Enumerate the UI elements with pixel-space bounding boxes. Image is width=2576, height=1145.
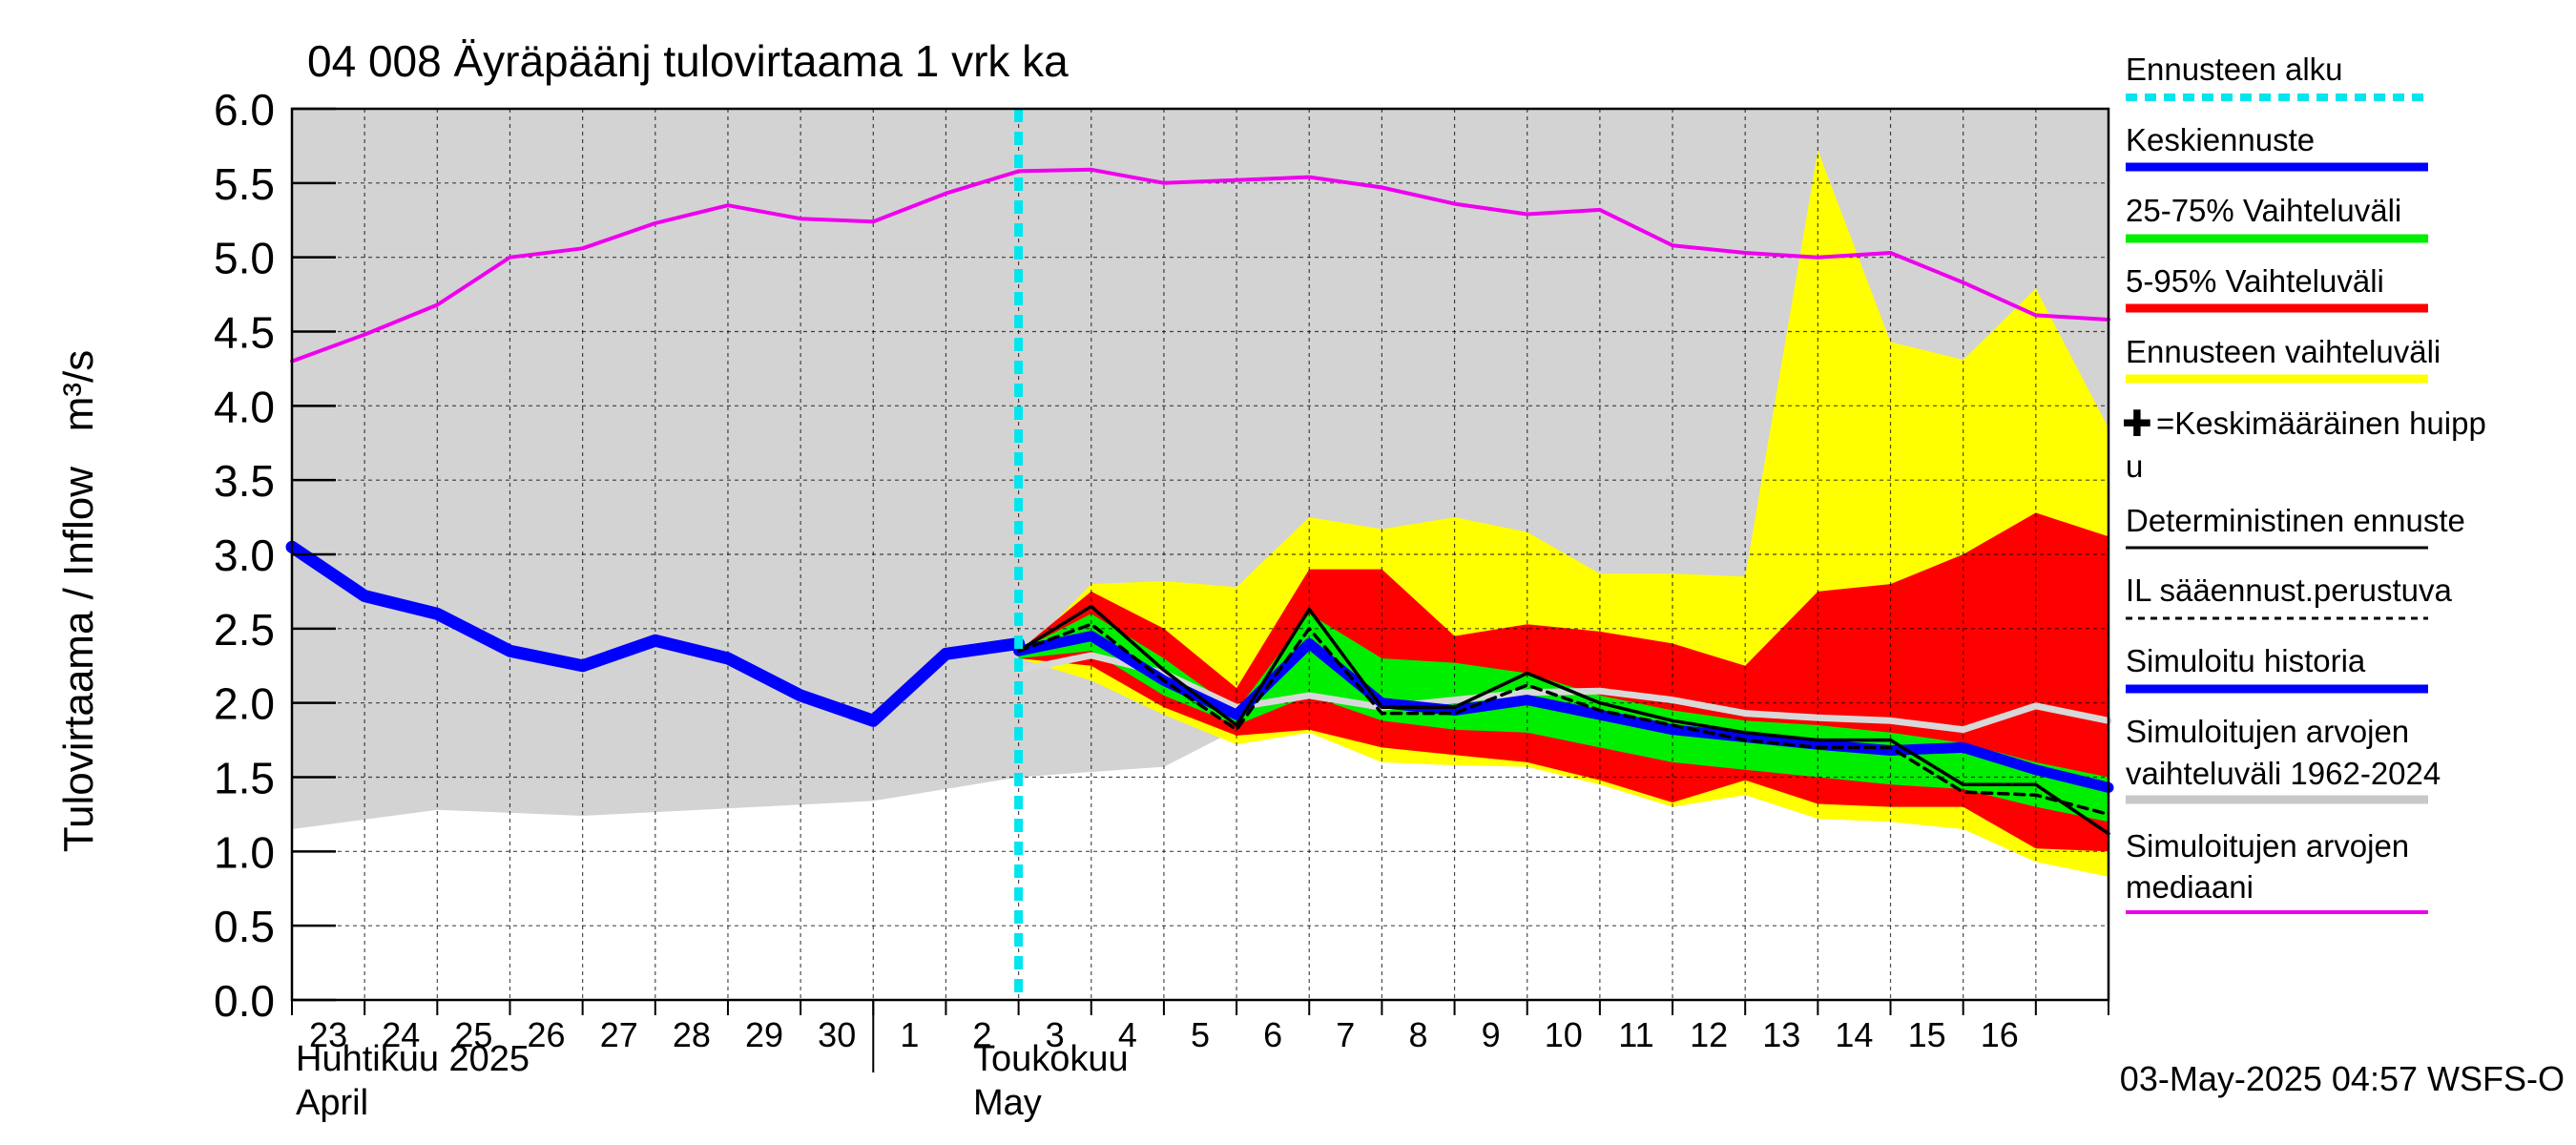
y-tick-label: 5.5 bbox=[214, 159, 275, 209]
x-tick-label: 10 bbox=[1545, 1015, 1583, 1054]
deterministic-forecast-line bbox=[1016, 604, 2110, 836]
x-tick-label: 1 bbox=[900, 1015, 919, 1054]
y-tick-label: 5.0 bbox=[214, 234, 275, 283]
month-label-en: May bbox=[973, 1083, 1042, 1123]
x-tick-label: 26 bbox=[528, 1015, 566, 1054]
y-tick-label: 6.0 bbox=[214, 85, 275, 135]
legend-label: Simuloitujen arvojen bbox=[2126, 714, 2409, 749]
y-tick-label: 4.5 bbox=[214, 308, 275, 358]
x-tick-label: 13 bbox=[1762, 1015, 1800, 1054]
x-tick-label: 7 bbox=[1336, 1015, 1355, 1054]
mean-peak-marker: ✚ bbox=[2122, 405, 2152, 445]
legend-label: Keskiennuste bbox=[2126, 122, 2315, 157]
x-tick-label: 11 bbox=[1618, 1015, 1653, 1054]
legend-label: vaihteluväli 1962-2024 bbox=[2126, 756, 2441, 791]
x-tick-label: 3 bbox=[1046, 1015, 1065, 1054]
y-tick-label: 1.0 bbox=[214, 827, 275, 877]
timestamp: 03-May-2025 04:57 WSFS-O bbox=[2120, 1059, 2565, 1098]
y-tick-label: 3.0 bbox=[214, 531, 275, 580]
legend-label: Ennusteen alku bbox=[2126, 52, 2343, 87]
x-tick-label: 2 bbox=[973, 1015, 992, 1054]
x-tick-label: 25 bbox=[454, 1015, 492, 1054]
legend-label: Ennusteen vaihteluväli bbox=[2126, 334, 2441, 369]
month-label-en: April bbox=[296, 1083, 368, 1123]
x-tick-label: 8 bbox=[1408, 1015, 1427, 1054]
simulated-history-line bbox=[285, 540, 1026, 727]
x-tick-label: 6 bbox=[1263, 1015, 1282, 1054]
y-axis-label: Tulovirtaama / Inflow m³/s bbox=[55, 350, 102, 853]
y-tick-label: 3.5 bbox=[214, 456, 275, 506]
y-tick-label: 2.5 bbox=[214, 605, 275, 655]
x-tick-label: 24 bbox=[382, 1015, 420, 1054]
x-tick-label: 12 bbox=[1690, 1015, 1728, 1054]
chart-title: 04 008 Äyräpäänj tulovirtaama 1 vrk ka bbox=[307, 36, 1069, 86]
x-tick-label: 28 bbox=[673, 1015, 711, 1054]
legend-label: Simuloitu historia bbox=[2126, 643, 2366, 678]
x-tick-label: 9 bbox=[1482, 1015, 1501, 1054]
x-tick-label: 5 bbox=[1191, 1015, 1210, 1054]
x-tick-label: 23 bbox=[309, 1015, 347, 1054]
y-tick-label: 2.0 bbox=[214, 679, 275, 729]
axes: 0.0 0.5 1.0 1.5 2.0 2.5 3.0 3.5 4.0 4.5 5.0 5.5 6.0 2… bbox=[214, 85, 2110, 1123]
x-tick-label: 29 bbox=[745, 1015, 783, 1054]
x-tick-label: 30 bbox=[818, 1015, 856, 1054]
month-label-fi: Huhtikuu 2025 bbox=[296, 1039, 530, 1079]
y-tick-label: 1.5 bbox=[214, 754, 275, 803]
x-tick-label: 4 bbox=[1118, 1015, 1137, 1054]
legend-label: 5-95% Vaihteluväli bbox=[2126, 263, 2384, 299]
x-tick-label: 27 bbox=[600, 1015, 638, 1054]
y-tick-label: 0.5 bbox=[214, 902, 275, 951]
legend-label: 25-75% Vaihteluväli bbox=[2126, 193, 2401, 228]
legend-label: =Keskimääräinen huipp bbox=[2156, 406, 2486, 441]
legend-label: u bbox=[2126, 448, 2143, 484]
legend-label: mediaani bbox=[2126, 869, 2254, 905]
sim-range-median-line bbox=[1015, 652, 2112, 734]
month-label-fi: Toukokuu bbox=[973, 1039, 1129, 1079]
sim-median-line bbox=[290, 167, 2110, 364]
legend: Ennusteen alku Keskiennuste 25-75% Vaihtel… bbox=[2122, 52, 2486, 914]
legend-label: Simuloitujen arvojen bbox=[2126, 828, 2409, 864]
legend-label: Deterministinen ennuste bbox=[2126, 503, 2465, 538]
x-tick-label: 14 bbox=[1835, 1015, 1873, 1054]
y-tick-label: 0.0 bbox=[214, 976, 275, 1026]
y-tick-label: 4.0 bbox=[214, 382, 275, 431]
il-forecast-line bbox=[1016, 622, 2110, 817]
x-tick-label: 15 bbox=[1908, 1015, 1946, 1054]
series bbox=[285, 109, 2114, 1000]
x-tick-label: 16 bbox=[1981, 1015, 2019, 1054]
legend-label: IL sääennust.perustuva bbox=[2126, 572, 2452, 608]
